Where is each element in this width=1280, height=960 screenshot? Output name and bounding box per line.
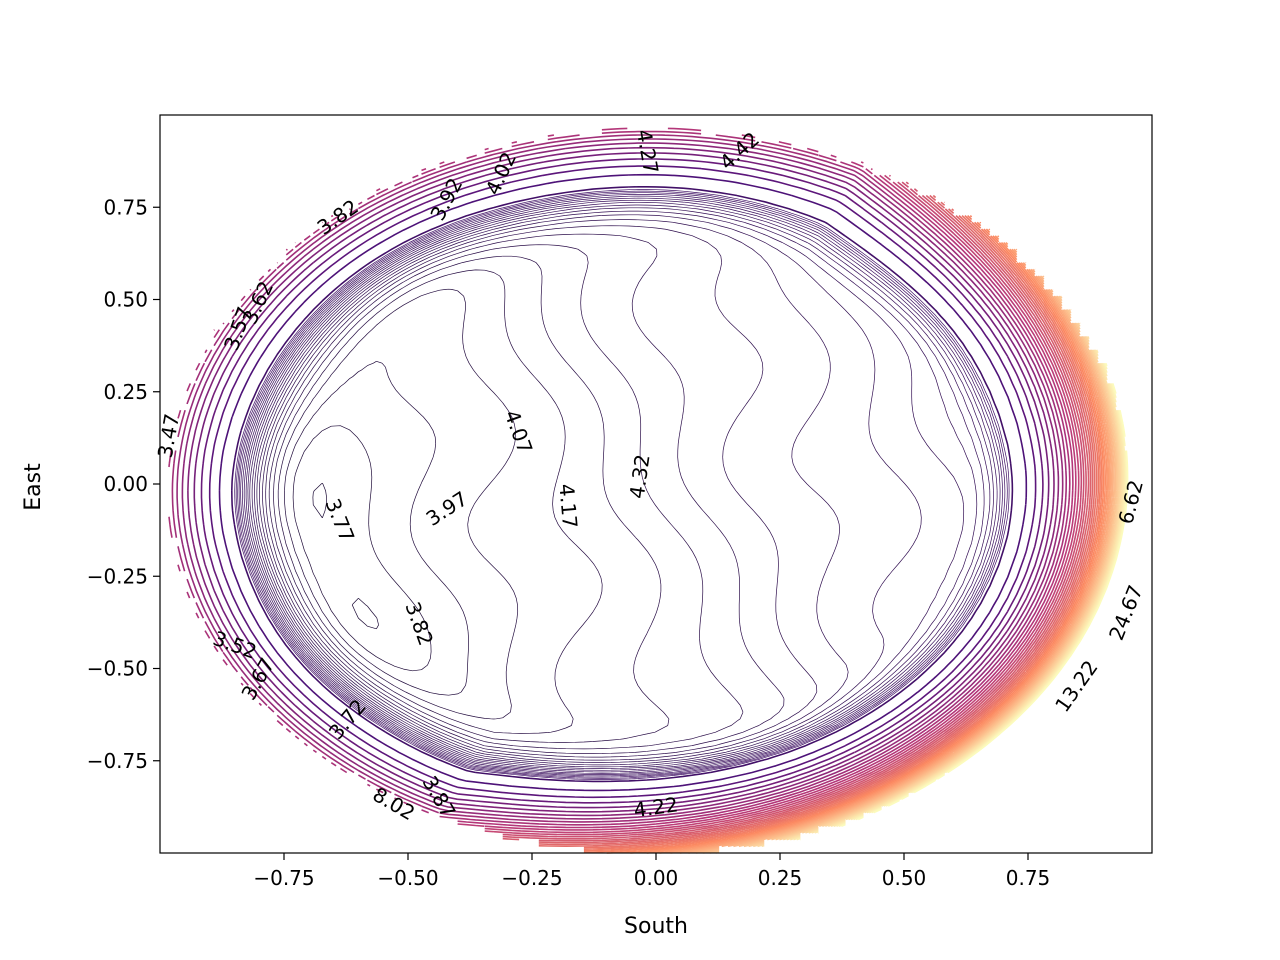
contour-line [254,214,922,763]
y-tick-label: −0.50 [87,657,148,681]
contour-line [240,195,1001,775]
contour-line [193,152,1050,809]
contour-line [243,199,994,773]
contour-label: 24.67 [1104,582,1148,644]
contour-line [538,194,1092,844]
contour-line [268,255,670,743]
contour-line [796,362,1127,841]
y-tick-label: 0.25 [103,380,148,404]
x-axis-label: South [624,914,688,939]
x-tick-label: 0.00 [634,866,679,890]
contour-line [799,362,1128,841]
contour-line [312,482,379,630]
contour-line [502,181,1087,840]
contour-line [213,127,1074,829]
contour-line [484,174,1083,836]
contour-line [457,161,1077,831]
contour-line [171,134,1067,823]
contour-line [262,233,785,754]
contour-line [231,186,1014,783]
contour-line [841,362,1129,827]
contour-label: 3.97 [422,486,472,530]
contour-label: 4.32 [625,453,655,500]
contour-line [237,192,1006,778]
contour-line [259,225,818,758]
contour-line [284,360,469,696]
contour-label: 4.42 [715,127,764,175]
contour-line [251,210,965,766]
contour-lines [168,127,1129,854]
contour-line [241,197,998,774]
contour-line [538,194,1094,846]
contour-line [583,215,1098,849]
contour-line [502,181,1085,838]
x-tick-label: 0.50 [882,866,927,890]
contour-label: 4.07 [500,407,538,457]
contour-line [538,201,1096,847]
contour-line [176,138,1064,820]
contour-line [218,173,1028,792]
contour-line [583,215,1103,854]
y-tick-label: −0.25 [87,564,148,588]
contour-line [200,158,1044,804]
contour-label: 3.82 [400,599,438,649]
contour-line [256,219,849,761]
contour-line [247,204,985,769]
x-tick-label: 0.25 [758,866,803,890]
contour-line [238,193,1003,777]
contour-line [761,336,1123,848]
contour-line [235,190,1008,779]
contour-line [502,194,1090,842]
contour-line [793,349,1126,841]
y-tick-label: 0.50 [103,288,148,312]
contour-line [208,165,1037,799]
x-tick-label: −0.25 [501,866,562,890]
contour-line [757,322,1122,848]
contour-line [181,142,1060,817]
y-axis-ticks: 0.75 0.50 0.25 0.00 −0.25 −0.50 −0.75 [87,195,160,773]
contour-line [789,349,1124,841]
contour-line [168,130,1071,826]
contour-label: 3.72 [324,694,371,744]
contour-line [753,309,1121,848]
contour-line [292,425,432,672]
contour-line [234,189,1010,780]
contour-line [277,288,519,720]
contour-line [583,215,1100,850]
contour-label: 4.17 [554,483,582,529]
y-tick-label: −0.75 [87,749,148,773]
contour-line [583,215,1101,852]
contour-line [249,207,978,768]
y-tick-label: 0.75 [103,195,148,219]
x-tick-label: −0.50 [377,866,438,890]
x-tick-label: −0.75 [253,866,314,890]
contour-line [187,146,1055,813]
contour-line [484,174,1080,834]
y-tick-label: 0.00 [103,472,148,496]
x-axis-ticks: −0.75 −0.50 −0.25 0.00 0.25 0.50 0.75 [253,853,1050,890]
x-tick-label: 0.75 [1006,866,1051,890]
contour-line [265,244,744,750]
y-axis-label: East [21,463,46,511]
contour-line [273,269,603,734]
contour-label: 3.77 [320,495,359,545]
contour-line [245,201,991,771]
contour-label: 3.92 [425,174,467,225]
